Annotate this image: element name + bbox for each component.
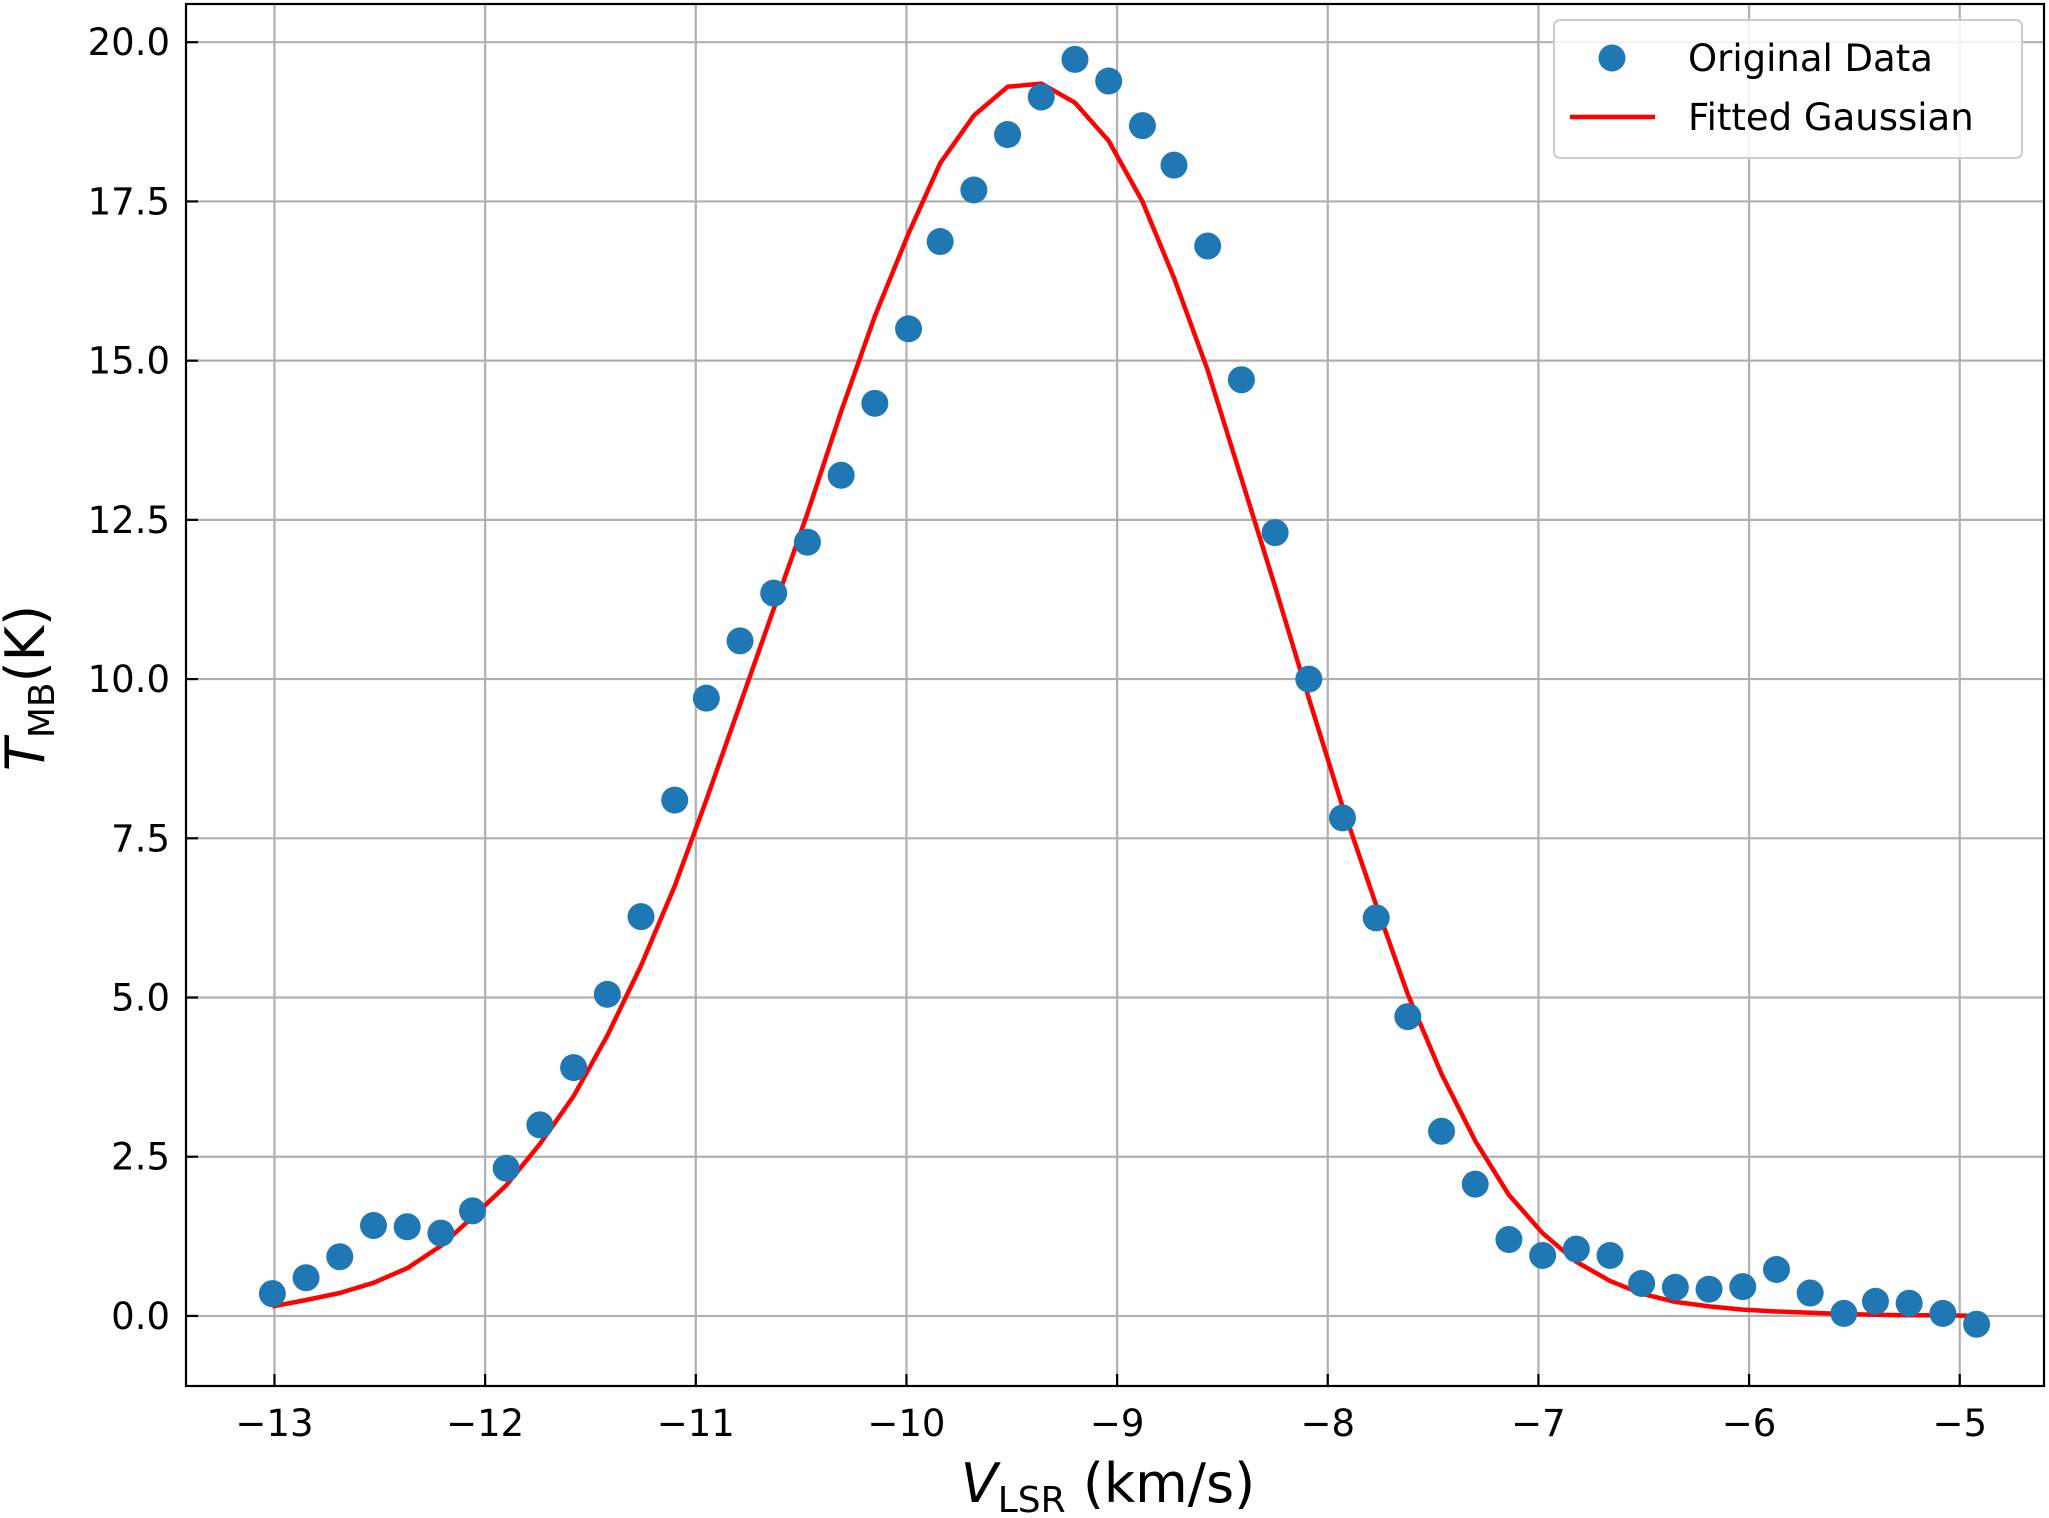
y-tick-label: 20.0 xyxy=(88,21,170,64)
data-point xyxy=(1027,83,1055,111)
y-tick-label: 12.5 xyxy=(88,499,170,542)
x-axis-title: VLSR (km/s) xyxy=(961,1452,1255,1518)
data-point xyxy=(1261,519,1289,547)
data-point xyxy=(960,176,988,204)
x-tick-label: −11 xyxy=(657,1402,735,1445)
x-axis-title-main: V xyxy=(961,1452,1002,1515)
data-point xyxy=(1628,1269,1656,1297)
data-point xyxy=(458,1197,486,1225)
data-point xyxy=(593,980,621,1008)
fitted-gaussian-series xyxy=(271,81,1977,1319)
data-point xyxy=(1529,1241,1557,1269)
data-point xyxy=(994,121,1022,149)
data-point xyxy=(1895,1289,1923,1317)
data-point xyxy=(1160,151,1188,179)
legend-original-data-label: Original Data xyxy=(1688,37,1933,80)
data-point xyxy=(1428,1117,1456,1145)
x-axis-title-unit: (km/s) xyxy=(1066,1452,1256,1515)
data-point xyxy=(1461,1170,1489,1198)
original-data-series xyxy=(258,45,1991,1338)
data-point xyxy=(760,579,788,607)
grid xyxy=(186,4,2044,1386)
data-point xyxy=(1729,1273,1757,1301)
data-point xyxy=(1695,1275,1723,1303)
data-point xyxy=(895,315,923,343)
y-tick-label: 2.5 xyxy=(111,1136,170,1179)
data-point xyxy=(292,1264,320,1292)
data-point xyxy=(1596,1241,1624,1269)
data-point xyxy=(827,461,855,489)
data-point xyxy=(393,1213,421,1241)
data-point xyxy=(661,786,689,814)
y-tick-label: 7.5 xyxy=(111,817,170,860)
legend: Original Data Fitted Gaussian xyxy=(1553,19,2023,159)
data-point xyxy=(1295,665,1323,693)
data-point xyxy=(526,1111,554,1139)
data-point xyxy=(1929,1299,1957,1327)
data-point xyxy=(1394,1003,1422,1031)
data-point xyxy=(359,1212,387,1240)
x-axis-title-subscript: LSR xyxy=(998,1480,1066,1518)
x-tick-label: −10 xyxy=(867,1402,945,1445)
data-point xyxy=(793,528,821,556)
data-point xyxy=(1061,45,1089,73)
data-point xyxy=(692,684,720,712)
y-tick-label: 17.5 xyxy=(88,180,170,223)
data-point xyxy=(1963,1310,1991,1338)
data-point xyxy=(1329,804,1357,832)
data-point xyxy=(1661,1273,1689,1301)
data-point xyxy=(1861,1287,1889,1315)
y-tick-label: 15.0 xyxy=(88,340,170,383)
data-point xyxy=(1796,1279,1824,1307)
y-axis-title-main: T xyxy=(0,734,57,771)
y-axis-title-subscript: MB xyxy=(22,682,63,738)
data-point xyxy=(1495,1226,1523,1254)
x-tick-label: −7 xyxy=(1511,1402,1566,1445)
data-point xyxy=(427,1219,455,1247)
legend-fitted-gaussian-label: Fitted Gaussian xyxy=(1688,96,1974,139)
data-point xyxy=(1830,1299,1858,1327)
data-point xyxy=(1562,1235,1590,1263)
x-tick-label: −8 xyxy=(1300,1402,1355,1445)
y-tick-label: 10.0 xyxy=(88,658,170,701)
x-tick-label: −13 xyxy=(235,1402,313,1445)
data-point xyxy=(492,1154,520,1182)
legend-original-data-marker xyxy=(1598,44,1626,72)
x-tick-label: −12 xyxy=(446,1402,524,1445)
fitted-gaussian-line xyxy=(271,81,1977,1319)
legend-frame xyxy=(1553,19,2023,159)
data-point xyxy=(861,389,889,417)
x-tick-label: −6 xyxy=(1722,1402,1777,1445)
data-point xyxy=(1762,1255,1790,1283)
x-tick-label: −9 xyxy=(1090,1402,1145,1445)
data-point xyxy=(1095,67,1123,95)
y-tick-label: 0.0 xyxy=(111,1295,170,1338)
data-point xyxy=(1227,366,1255,394)
data-point xyxy=(560,1054,588,1082)
data-point xyxy=(1194,232,1222,260)
y-axis-title-unit: (K) xyxy=(0,605,57,683)
data-point xyxy=(258,1280,286,1308)
data-point xyxy=(1362,904,1390,932)
axis-ticks: −13 −12 −11 −10 −9 −8 −7 −6 −5 0.0 2.5 5.0 7.5 10.0 12… xyxy=(88,21,1987,1445)
data-point xyxy=(326,1243,354,1271)
data-point xyxy=(926,228,954,256)
y-tick-label: 5.0 xyxy=(111,977,170,1020)
plot-frame xyxy=(184,2,2046,1388)
data-point xyxy=(627,903,655,931)
data-point xyxy=(1128,112,1156,140)
data-point xyxy=(726,627,754,655)
x-tick-label: −5 xyxy=(1932,1402,1987,1445)
y-axis-title: TMB(K) xyxy=(0,605,63,771)
